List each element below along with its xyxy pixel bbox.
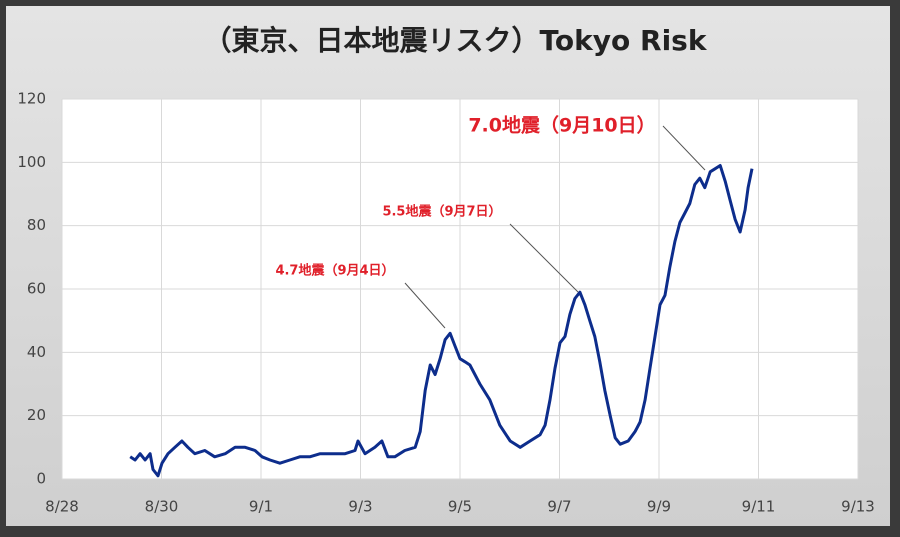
x-tick-label: 9/3 <box>348 498 372 516</box>
annotation: 4.7地震（9月4日） <box>275 263 394 279</box>
annotation: 7.0地震（9月10日） <box>468 114 655 137</box>
x-tick-label: 8/28 <box>45 498 79 516</box>
x-tick-label: 9/9 <box>647 498 671 516</box>
x-tick-label: 9/5 <box>448 498 472 516</box>
y-tick-label: 80 <box>27 216 46 234</box>
y-tick-label: 120 <box>17 90 46 108</box>
x-tick-label: 9/13 <box>841 498 875 516</box>
annotation-leader <box>662 125 706 171</box>
y-tick-label: 40 <box>27 343 46 361</box>
annotation: 5.5地震（9月7日） <box>382 204 501 220</box>
chart-title: （東京、日本地震リスク）Tokyo Risk <box>204 24 708 57</box>
x-tick-label: 9/11 <box>742 498 776 516</box>
y-tick-label: 60 <box>27 280 46 298</box>
y-tick-label: 20 <box>27 406 46 424</box>
x-tick-label: 8/30 <box>145 498 179 516</box>
data-line <box>129 164 754 478</box>
y-tick-label: 0 <box>36 470 46 488</box>
annotation-leader <box>509 223 579 293</box>
annotation-leader <box>404 282 446 329</box>
y-tick-label: 100 <box>17 153 46 171</box>
x-tick-label: 9/1 <box>249 498 273 516</box>
x-tick-label: 9/7 <box>547 498 571 516</box>
